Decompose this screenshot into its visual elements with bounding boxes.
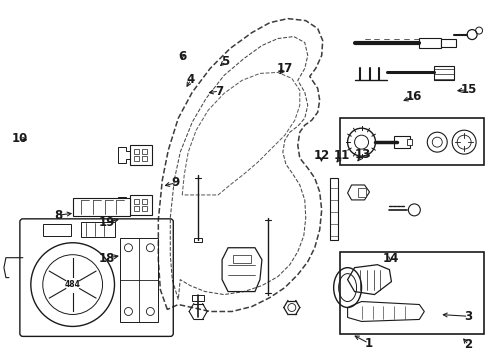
Text: 9: 9 xyxy=(171,176,179,189)
Bar xyxy=(134,156,139,161)
Text: 12: 12 xyxy=(313,149,329,162)
Bar xyxy=(433,67,453,80)
Bar xyxy=(73,198,130,216)
Bar xyxy=(120,238,158,323)
Text: 18: 18 xyxy=(99,252,115,265)
Text: 4: 4 xyxy=(186,73,195,86)
Text: 15: 15 xyxy=(459,83,476,96)
Text: 1: 1 xyxy=(364,337,372,350)
Bar xyxy=(142,149,147,154)
Text: 17: 17 xyxy=(276,62,292,75)
Bar xyxy=(440,39,455,46)
Text: 16: 16 xyxy=(405,90,421,103)
FancyBboxPatch shape xyxy=(20,219,173,336)
Text: 11: 11 xyxy=(333,149,349,162)
Text: 6: 6 xyxy=(178,50,186,63)
Text: 13: 13 xyxy=(353,148,370,161)
Bar xyxy=(339,118,483,165)
Bar xyxy=(233,255,250,263)
Bar xyxy=(339,252,483,334)
Bar xyxy=(407,139,411,145)
Bar xyxy=(329,178,337,240)
Text: 14: 14 xyxy=(382,252,398,265)
Bar xyxy=(394,136,409,148)
Text: 3: 3 xyxy=(464,310,472,323)
Text: 5: 5 xyxy=(221,55,229,68)
Text: 10: 10 xyxy=(11,132,27,145)
Bar xyxy=(419,37,440,48)
Bar xyxy=(130,195,152,215)
Bar xyxy=(142,156,147,161)
Bar xyxy=(42,224,71,236)
Bar xyxy=(81,222,115,237)
Text: 7: 7 xyxy=(215,85,223,98)
Bar xyxy=(134,199,139,204)
Bar xyxy=(134,149,139,154)
Bar xyxy=(130,145,152,165)
Bar xyxy=(357,188,365,197)
Text: 19: 19 xyxy=(99,216,115,229)
Bar xyxy=(192,294,203,301)
Bar xyxy=(142,199,147,204)
Text: 484: 484 xyxy=(64,280,81,289)
Bar xyxy=(194,238,202,242)
Text: 8: 8 xyxy=(54,209,62,222)
Bar xyxy=(134,206,139,211)
Bar xyxy=(142,206,147,211)
Text: 2: 2 xyxy=(464,338,472,351)
